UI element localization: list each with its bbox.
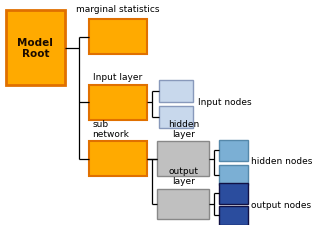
FancyBboxPatch shape bbox=[157, 189, 209, 219]
Text: sub
network: sub network bbox=[92, 119, 129, 138]
FancyBboxPatch shape bbox=[219, 141, 248, 161]
Text: Input layer: Input layer bbox=[93, 73, 143, 82]
FancyBboxPatch shape bbox=[159, 81, 193, 102]
Text: Input nodes: Input nodes bbox=[198, 98, 251, 107]
FancyBboxPatch shape bbox=[159, 107, 193, 128]
FancyBboxPatch shape bbox=[157, 142, 209, 177]
Text: marginal statistics: marginal statistics bbox=[76, 4, 160, 13]
Text: output nodes: output nodes bbox=[251, 200, 311, 209]
FancyBboxPatch shape bbox=[89, 142, 147, 177]
FancyBboxPatch shape bbox=[219, 183, 248, 204]
FancyBboxPatch shape bbox=[89, 20, 147, 55]
FancyBboxPatch shape bbox=[219, 206, 248, 225]
FancyBboxPatch shape bbox=[6, 11, 65, 86]
Text: output
layer: output layer bbox=[169, 166, 199, 186]
Text: hidden nodes: hidden nodes bbox=[251, 156, 313, 165]
FancyBboxPatch shape bbox=[219, 165, 248, 186]
FancyBboxPatch shape bbox=[89, 86, 147, 120]
Text: hidden
layer: hidden layer bbox=[168, 119, 199, 138]
Text: Model
Root: Model Root bbox=[17, 38, 53, 59]
